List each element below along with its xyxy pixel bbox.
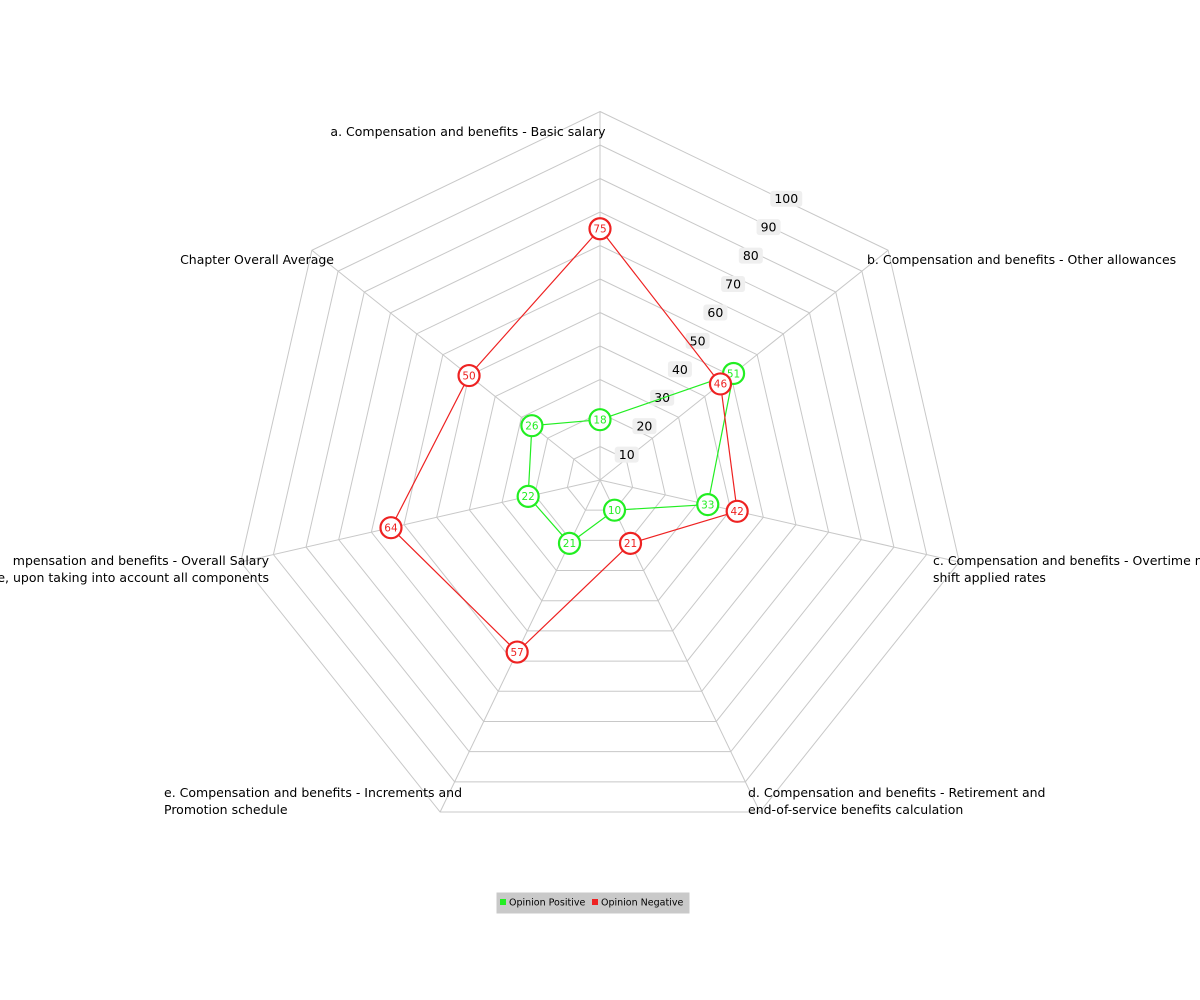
legend-swatch [500, 899, 506, 905]
axis-label: a. Compensation and benefits - Basic sal… [330, 124, 606, 139]
data-point [516, 484, 540, 508]
axis-label: Chapter Overall Average [180, 252, 334, 267]
data-label: 42 [730, 506, 743, 518]
legend-swatch [592, 899, 598, 905]
data-label: 57 [510, 647, 523, 659]
axis-labels: a. Compensation and benefits - Basic sal… [0, 124, 1200, 817]
data-label: 21 [624, 538, 637, 550]
grid-spoke [240, 479, 601, 563]
axis-label: e. Compensation and benefits - Increment… [164, 785, 462, 817]
axis-label-line: shift applied rates [933, 570, 1046, 585]
data-label: 50 [462, 370, 475, 382]
radar-grid [240, 110, 960, 813]
axis-label-line: d. Compensation and benefits - Retiremen… [748, 785, 1045, 800]
axis-label-line: Promotion schedule [164, 802, 288, 817]
tick-label-bg [738, 247, 763, 264]
data-point [602, 498, 627, 522]
data-point [708, 372, 733, 396]
axis-label: d. Compensation and benefits - Retiremen… [748, 785, 1045, 817]
grid-ring [468, 345, 732, 602]
axis-label-line: ge, upon taking into account all compone… [0, 570, 269, 585]
data-point [588, 408, 612, 432]
grid-ring [338, 211, 862, 722]
tick-label: 60 [707, 305, 723, 320]
data-label: 21 [563, 538, 576, 550]
tick-label-bg [770, 190, 803, 207]
axis-label: mpensation and benefits - Overall Salary… [0, 553, 270, 585]
data-label: 26 [525, 420, 539, 432]
axis-label-line: a. Compensation and benefits - Basic sal… [330, 124, 606, 139]
tick-label: 40 [672, 362, 688, 377]
grid-ring [566, 445, 634, 511]
series-line [527, 372, 735, 545]
data-label: 75 [593, 224, 606, 236]
data-point [557, 531, 582, 555]
grid-spoke [311, 249, 601, 481]
data-point [457, 363, 481, 388]
data-label: 18 [593, 415, 606, 427]
grid-ring [240, 110, 960, 813]
tick-label: 50 [690, 333, 706, 348]
data-point [505, 640, 529, 664]
axis-label: b. Compensation and benefits - Other all… [867, 252, 1176, 267]
tick-label-bg [614, 446, 639, 463]
legend-label: Opinion Negative [601, 898, 683, 909]
data-point [618, 531, 643, 555]
legend-label: Opinion Positive [509, 898, 585, 909]
data-label: 64 [384, 523, 398, 535]
grid-spoke [599, 249, 889, 481]
data-point [588, 217, 612, 241]
grid-spoke [599, 479, 960, 563]
data-label: 46 [714, 379, 728, 391]
axis-label-line: mpensation and benefits - Overall Salary [13, 553, 270, 568]
data-label: 51 [727, 368, 740, 380]
tick-label-bg [721, 276, 746, 293]
tick-label-bg [703, 304, 728, 321]
data-point [379, 516, 403, 540]
tick-label: 80 [743, 248, 759, 263]
tick-label: 70 [725, 277, 741, 292]
data-point [520, 414, 544, 438]
axis-label-line: e. Compensation and benefits - Increment… [164, 785, 462, 800]
grid-ring [501, 378, 699, 572]
series-plot: 18 51 33 10 21 22 26 75 46 42 21 57 64 50 [379, 217, 749, 664]
axis-label-line: end-of-service benefits calculation [748, 802, 963, 817]
data-label: 22 [521, 491, 534, 503]
tick-label-bg [667, 361, 692, 378]
axis-label-line: Chapter Overall Average [180, 252, 334, 267]
tick-label: 100 [774, 191, 798, 206]
grid-ring [272, 144, 928, 783]
axis-label: c. Compensation and benefits - Overtime … [933, 553, 1200, 585]
data-label: 10 [608, 505, 621, 517]
tick-label: 90 [761, 220, 777, 235]
grid-ring [403, 278, 797, 662]
data-label: 33 [701, 499, 714, 511]
grid-spoke [599, 479, 761, 813]
grid-ring [305, 177, 895, 753]
axis-label-line: c. Compensation and benefits - Overtime … [933, 553, 1200, 568]
legend: Opinion Positive Opinion Negative [495, 891, 691, 915]
data-point [696, 492, 720, 517]
tick-label-bg [632, 418, 657, 435]
grid-ring [534, 412, 666, 541]
data-point [725, 499, 749, 523]
grid-ring [436, 311, 764, 632]
tick-label: 10 [619, 447, 635, 462]
tick-label-bg [756, 219, 781, 236]
axis-label-line: b. Compensation and benefits - Other all… [867, 252, 1176, 267]
series-line [390, 227, 738, 653]
tick-label: 20 [636, 419, 652, 434]
grid-ring [370, 244, 830, 692]
tick-label-bg [685, 332, 710, 349]
